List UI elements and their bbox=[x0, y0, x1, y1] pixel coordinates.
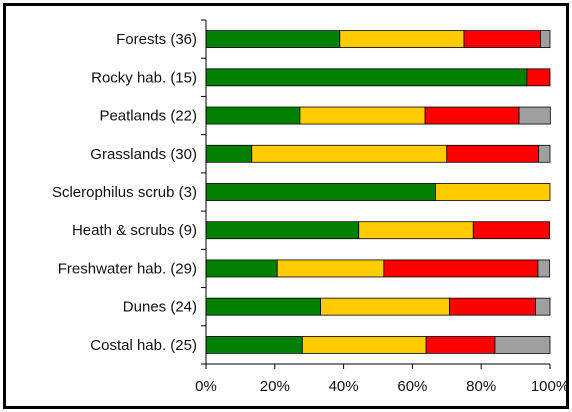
category-label: Rocky hab. (15) bbox=[91, 69, 197, 86]
bar-segment-series-3 bbox=[446, 144, 540, 163]
category-label: Dunes (24) bbox=[123, 299, 197, 316]
bar-segment-series-4 bbox=[518, 106, 551, 125]
category-label: Freshwater hab. (29) bbox=[58, 260, 197, 277]
bar-segment-series-2 bbox=[358, 221, 474, 240]
bar-segment-series-4 bbox=[539, 30, 551, 49]
bar-segment-series-3 bbox=[424, 106, 520, 125]
bar-segment-series-1 bbox=[205, 68, 528, 87]
bar-segment-series-2 bbox=[339, 30, 465, 49]
bar-segment-series-3 bbox=[463, 30, 541, 49]
bars bbox=[205, 30, 551, 354]
category-label: Peatlands (22) bbox=[99, 108, 197, 125]
bar-segment-series-2 bbox=[301, 335, 427, 354]
category-label: Sclerophilus scrub (3) bbox=[52, 184, 197, 201]
x-tick-label: 0% bbox=[195, 378, 217, 395]
bar-segment-series-1 bbox=[205, 259, 278, 278]
x-tick-label: 40% bbox=[329, 378, 359, 395]
bar-segment-series-4 bbox=[538, 144, 551, 163]
bar-segment-series-3 bbox=[449, 297, 536, 316]
category-label: Costal hab. (25) bbox=[90, 337, 197, 354]
bar-segment-series-3 bbox=[472, 221, 551, 240]
bar-segment-series-1 bbox=[205, 183, 436, 201]
bar-segment-series-4 bbox=[537, 259, 551, 278]
bar-segment-series-2 bbox=[435, 183, 551, 201]
bar-segment-series-3 bbox=[425, 335, 496, 354]
bar-segment-series-1 bbox=[205, 144, 253, 163]
x-tick-label: 80% bbox=[466, 378, 496, 395]
bar-segment-series-3 bbox=[383, 259, 539, 278]
x-tick-label: 20% bbox=[260, 378, 290, 395]
bar-segment-series-1 bbox=[205, 106, 301, 125]
bar-segment-series-1 bbox=[205, 335, 303, 354]
category-label: Heath & scrubs (9) bbox=[72, 222, 197, 239]
bar-segment-series-2 bbox=[276, 259, 385, 278]
category-label: Forests (36) bbox=[116, 31, 197, 48]
bar-segment-series-4 bbox=[494, 335, 551, 354]
bar-segment-series-2 bbox=[320, 297, 450, 316]
bar-segment-series-1 bbox=[205, 221, 360, 240]
bar-segment-series-2 bbox=[251, 144, 448, 163]
x-tick-label: 60% bbox=[397, 378, 427, 395]
category-label: Grasslands (30) bbox=[90, 146, 197, 163]
bar-segment-series-1 bbox=[205, 297, 321, 316]
bar-segment-series-4 bbox=[535, 297, 551, 316]
bar-segment-series-2 bbox=[299, 106, 426, 125]
x-tick-label: 100% bbox=[531, 378, 569, 395]
bar-segment-series-1 bbox=[205, 30, 341, 49]
bar-segment-series-3 bbox=[526, 68, 551, 87]
